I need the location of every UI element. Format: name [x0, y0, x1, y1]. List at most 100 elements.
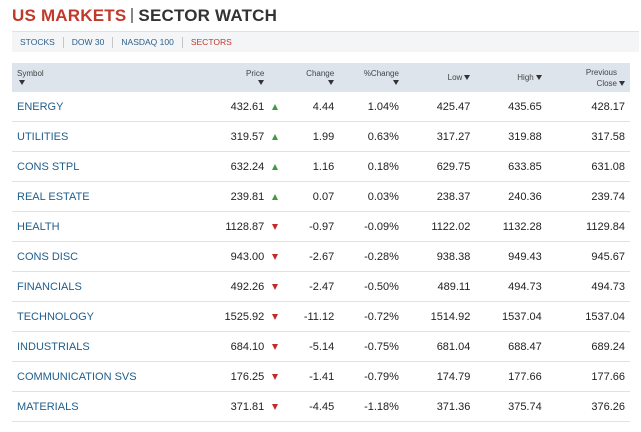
- tab-bar: STOCKS DOW 30 NASDAQ 100 SECTORS: [12, 31, 639, 52]
- cell-value: 371.81: [197, 391, 270, 422]
- column-header[interactable]: Previous Close: [546, 63, 630, 92]
- cell-value: 949.43: [475, 241, 547, 272]
- symbol-link[interactable]: COMMUNICATION SVS: [12, 361, 198, 392]
- cell-value: 239.74: [546, 181, 630, 212]
- column-header[interactable]: Price: [197, 63, 270, 92]
- cell-value: 239.81: [197, 181, 270, 212]
- column-header[interactable]: %Change: [339, 63, 404, 92]
- symbol-link[interactable]: REAL ESTATE: [12, 181, 198, 212]
- symbol-link[interactable]: ENERGY: [12, 92, 198, 122]
- direction-icon-cell: [269, 121, 282, 152]
- cell-value: 0.18%: [339, 151, 404, 182]
- table-row: HEALTH 1128.87 -0.97 -0.09% 1122.02 1132.28 11…: [12, 211, 630, 242]
- symbol-link[interactable]: FINANCIALS: [12, 271, 198, 302]
- direction-icon: [272, 283, 279, 290]
- table-body: ENERGY 432.61 4.44 1.04% 425.47 435.65 428.17 U…: [12, 92, 630, 422]
- cell-value: 375.74: [475, 391, 547, 422]
- cell-value: 1537.04: [475, 301, 547, 332]
- column-header[interactable]: Symbol: [12, 63, 198, 92]
- cell-value: 1129.84: [546, 211, 630, 242]
- cell-value: -0.09%: [339, 211, 404, 242]
- cell-value: 376.26: [546, 391, 630, 422]
- sort-icon: [328, 79, 335, 85]
- direction-icon: [272, 163, 279, 170]
- direction-icon-cell: [269, 181, 282, 212]
- cell-value: -0.50%: [339, 271, 404, 302]
- table-row: FINANCIALS 492.26 -2.47 -0.50% 489.11 494.73 4…: [12, 271, 630, 302]
- cell-value: 1.04%: [339, 92, 404, 122]
- symbol-link[interactable]: CONS STPL: [12, 151, 198, 182]
- symbol-link[interactable]: UTILITIES: [12, 121, 198, 152]
- sort-icon-row: [274, 78, 335, 87]
- direction-icon: [272, 403, 279, 410]
- cell-value: 938.38: [403, 241, 476, 272]
- tab[interactable]: SECTORS: [190, 36, 232, 47]
- direction-icon: [272, 313, 279, 320]
- column-label: Symbol: [17, 68, 44, 78]
- cell-value: 945.67: [546, 241, 630, 272]
- table-row: CONS DISC 943.00 -2.67 -0.28% 938.38 949.43 94…: [12, 241, 630, 272]
- cell-value: 240.36: [475, 181, 547, 212]
- title-separator: [131, 8, 134, 23]
- column-label: Price: [246, 68, 265, 78]
- direction-icon-cell: [269, 271, 282, 302]
- cell-value: 684.10: [197, 331, 270, 362]
- direction-icon-cell: [269, 301, 282, 332]
- column-label: Change: [306, 68, 335, 78]
- cell-value: -4.45: [281, 391, 340, 422]
- cell-value: 425.47: [403, 92, 476, 122]
- cell-value: -5.14: [281, 331, 340, 362]
- cell-value: 1128.87: [197, 211, 270, 242]
- sort-icon-row: [17, 78, 193, 87]
- direction-icon-cell: [269, 92, 282, 122]
- cell-value: -1.41: [281, 361, 340, 392]
- cell-value: 681.04: [403, 331, 476, 362]
- cell-value: 1.16: [281, 151, 340, 182]
- symbol-link[interactable]: TECHNOLOGY: [12, 301, 198, 332]
- direction-icon: [272, 103, 279, 110]
- tab[interactable]: DOW 30: [64, 36, 114, 48]
- sort-icon: [619, 80, 625, 86]
- symbol-link[interactable]: MATERIALS: [12, 391, 198, 422]
- cell-value: 432.61: [197, 92, 270, 122]
- symbol-link[interactable]: HEALTH: [12, 211, 198, 242]
- cell-value: 632.24: [197, 151, 270, 182]
- column-header[interactable]: Change: [269, 63, 340, 92]
- cell-value: 689.24: [546, 331, 630, 362]
- table-row: ENERGY 432.61 4.44 1.04% 425.47 435.65 428.17: [12, 92, 630, 122]
- cell-value: 633.85: [475, 151, 547, 182]
- cell-value: 319.88: [475, 121, 547, 152]
- direction-icon-cell: [269, 211, 282, 242]
- cell-value: 174.79: [403, 361, 476, 392]
- cell-value: -11.12: [281, 301, 340, 332]
- sector-table: Symbol Price Change %Change Low High Previous …: [12, 63, 630, 422]
- sort-icon: [258, 79, 265, 85]
- direction-icon: [272, 193, 279, 200]
- cell-value: -0.75%: [339, 331, 404, 362]
- cell-value: 317.58: [546, 121, 630, 152]
- cell-value: 943.00: [197, 241, 270, 272]
- column-header[interactable]: Low: [403, 63, 476, 92]
- cell-value: -0.97: [281, 211, 340, 242]
- tab[interactable]: STOCKS: [12, 36, 64, 48]
- table-row: COMMUNICATION SVS 176.25 -1.41 -0.79% 174.79…: [12, 361, 630, 392]
- direction-icon: [272, 253, 279, 260]
- direction-icon-cell: [269, 391, 282, 422]
- cell-value: 319.57: [197, 121, 270, 152]
- symbol-link[interactable]: INDUSTRIALS: [12, 331, 198, 362]
- cell-value: 176.25: [197, 361, 270, 392]
- direction-icon: [272, 133, 279, 140]
- sort-icon: [464, 75, 471, 80]
- tab[interactable]: NASDAQ 100: [113, 36, 183, 48]
- symbol-link[interactable]: CONS DISC: [12, 241, 198, 272]
- cell-value: 371.36: [403, 391, 476, 422]
- sort-icon-row: [344, 78, 399, 87]
- cell-value: 1122.02: [403, 211, 476, 242]
- table-row: UTILITIES 319.57 1.99 0.63% 317.27 319.88 317.…: [12, 121, 630, 152]
- column-header[interactable]: High: [475, 63, 547, 92]
- cell-value: 1537.04: [546, 301, 630, 332]
- direction-icon-cell: [269, 241, 282, 272]
- cell-value: 489.11: [403, 271, 476, 302]
- direction-icon: [272, 223, 279, 230]
